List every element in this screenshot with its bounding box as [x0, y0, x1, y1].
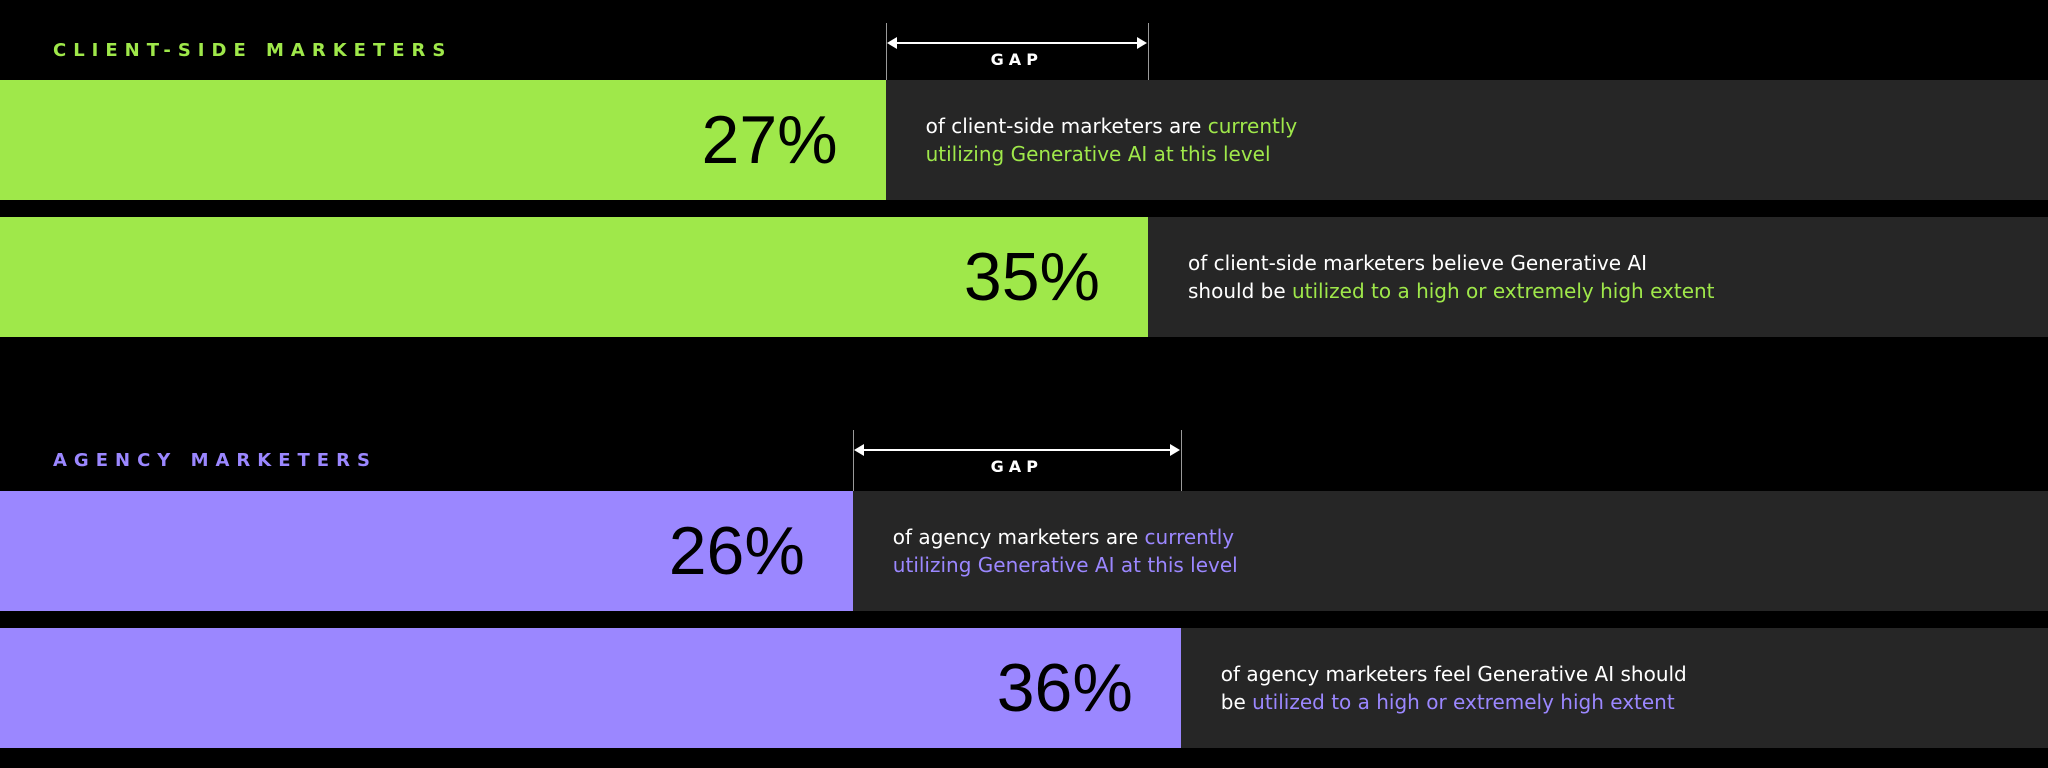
description-plain: of agency marketers feel Generative AI s… [1220, 662, 1687, 686]
description-text: of agency marketers feel Generative AI s… [1221, 660, 1687, 716]
description-highlight: utilized to a high or extremely high ext… [1252, 690, 1675, 714]
gap-tick [1180, 430, 1182, 491]
agency-bar [0, 491, 853, 611]
description-text: of client-side marketers believe Generat… [1188, 249, 1715, 305]
description-plain: be [1220, 690, 1253, 714]
agency-section-title: AGENCY MARKETERS [53, 450, 377, 471]
agency-bar-description: of agency marketers feel Generative AI s… [1221, 628, 1687, 748]
client-side-bar [0, 80, 886, 200]
description-highlight: currently [1144, 525, 1235, 549]
agency-gap-label: GAP [990, 457, 1043, 476]
arrow-left-icon [886, 37, 897, 49]
description-line: of client-side marketers believe Generat… [1188, 249, 1715, 277]
gap-tick [852, 430, 854, 491]
agency-bar-value: 26% [668, 513, 805, 589]
client-side-bar-value: 27% [701, 102, 838, 178]
description-highlight: utilizing Generative AI at this level [892, 553, 1238, 577]
description-highlight: utilizing Generative AI at this level [925, 142, 1271, 166]
agency-bar-description: of agency marketers are currently utilizi… [893, 491, 1238, 611]
client-side-bar-row: 27% of client-side marketers are currentl… [0, 80, 2048, 200]
client-side-bar [0, 217, 1148, 337]
description-line: of agency marketers are currently [893, 523, 1238, 551]
description-line: should be utilized to a high or extremel… [1188, 277, 1715, 305]
client-side-bar-description: of client-side marketers believe Generat… [1188, 217, 1715, 337]
agency-bar-value: 36% [996, 650, 1133, 726]
arrow-right-icon [1169, 444, 1180, 456]
description-plain: of client-side marketers believe Generat… [1188, 251, 1648, 275]
description-text: of agency marketers are currently utilizi… [893, 523, 1238, 579]
gap-arrow-line [889, 42, 1144, 44]
description-line: of client-side marketers are currently [926, 112, 1298, 140]
description-highlight: currently [1207, 114, 1298, 138]
description-highlight: utilized to a high or extremely high ext… [1291, 279, 1715, 303]
arrow-left-icon [853, 444, 864, 456]
gap-tick [885, 23, 887, 80]
description-line: utilizing Generative AI at this level [893, 551, 1238, 579]
agency-bar-row: 26% of agency marketers are currently util… [0, 491, 2048, 611]
agency-bar-row: 36% of agency marketers feel Generative A… [0, 628, 2048, 748]
description-text: of client-side marketers are currently ut… [926, 112, 1298, 168]
description-line: utilizing Generative AI at this level [926, 140, 1298, 168]
client-side-gap-label: GAP [990, 50, 1043, 69]
description-plain: of client-side marketers are [925, 114, 1208, 138]
description-plain: should be [1188, 279, 1292, 303]
description-plain: of agency marketers are [892, 525, 1145, 549]
gap-arrow-line [856, 449, 1177, 451]
description-line: be utilized to a high or extremely high … [1221, 688, 1687, 716]
arrow-right-icon [1137, 37, 1147, 49]
client-side-section-title: CLIENT-SIDE MARKETERS [53, 40, 453, 61]
client-side-bar-value: 35% [963, 239, 1100, 315]
gap-tick [1148, 23, 1149, 80]
description-line: of agency marketers feel Generative AI s… [1221, 660, 1687, 688]
client-side-bar-row: 35% of client-side marketers believe Gene… [0, 217, 2048, 337]
client-side-bar-description: of client-side marketers are currently ut… [926, 80, 1298, 200]
agency-bar [0, 628, 1181, 748]
